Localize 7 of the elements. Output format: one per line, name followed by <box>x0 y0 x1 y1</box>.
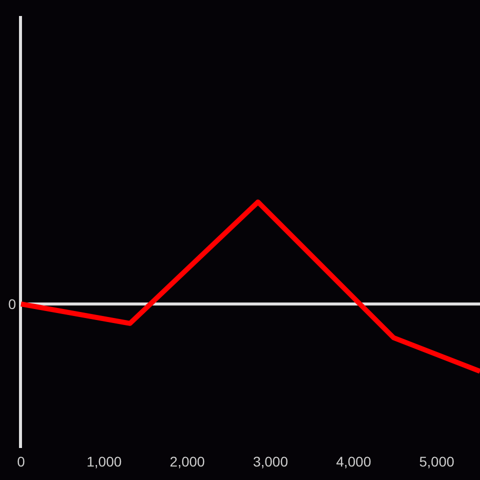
x-tick-label: 4,000 <box>336 454 372 470</box>
ref-line-label: 0 <box>8 296 16 312</box>
x-tick-label: 0 <box>17 454 26 470</box>
x-tick-label: 2,000 <box>170 454 206 470</box>
x-tick-label: 3,000 <box>252 454 288 470</box>
x-tick-label: 5,000 <box>419 454 454 470</box>
x-tick-label: 1,000 <box>86 454 122 470</box>
